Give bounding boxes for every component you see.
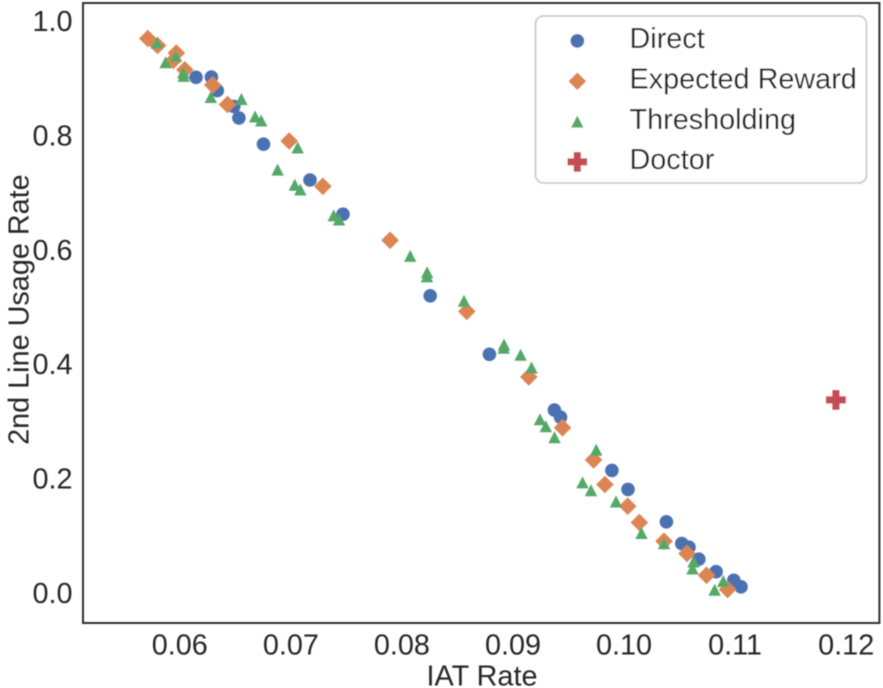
svg-text:0.0: 0.0 (32, 578, 72, 610)
svg-text:IAT Rate: IAT Rate (427, 661, 538, 688)
svg-text:Direct: Direct (630, 23, 705, 55)
svg-text:0.6: 0.6 (32, 235, 72, 267)
svg-text:0.08: 0.08 (374, 630, 430, 662)
svg-text:0.4: 0.4 (32, 349, 72, 381)
svg-text:0.12: 0.12 (818, 630, 874, 662)
svg-text:0.10: 0.10 (596, 630, 652, 662)
svg-text:0.06: 0.06 (152, 630, 208, 662)
svg-text:2nd Line Usage Rate: 2nd Line Usage Rate (3, 174, 35, 445)
svg-text:0.07: 0.07 (263, 630, 319, 662)
svg-text:1.0: 1.0 (32, 6, 72, 38)
svg-text:Expected Reward: Expected Reward (630, 64, 857, 96)
svg-text:Doctor: Doctor (630, 144, 715, 176)
svg-text:Thresholding: Thresholding (630, 104, 796, 136)
svg-text:0.2: 0.2 (32, 464, 72, 496)
svg-text:0.09: 0.09 (485, 630, 541, 662)
svg-text:0.11: 0.11 (708, 630, 762, 662)
svg-text:0.8: 0.8 (32, 121, 72, 153)
